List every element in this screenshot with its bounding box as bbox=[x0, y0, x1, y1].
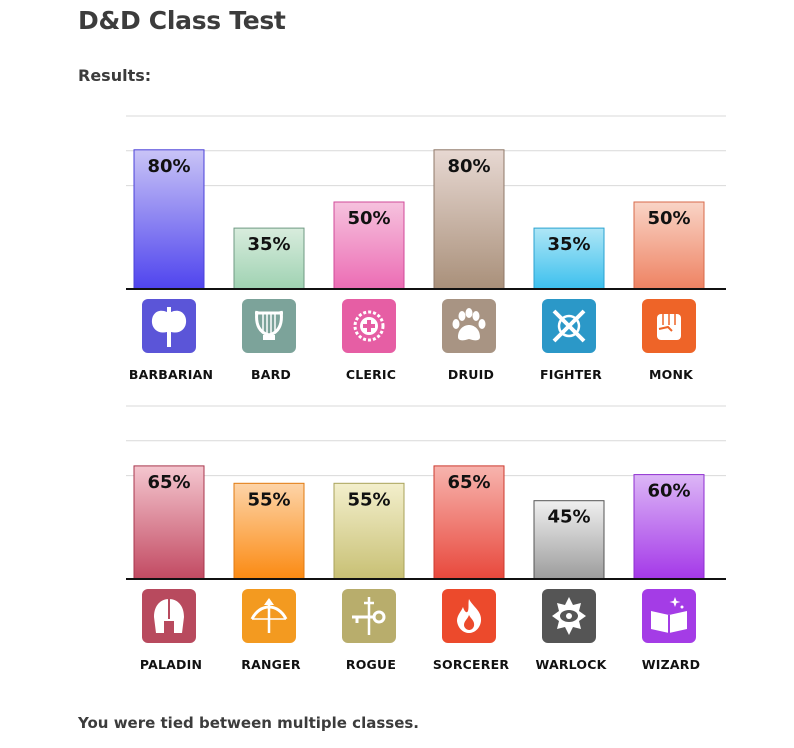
paw-print-icon bbox=[442, 299, 496, 353]
bar-druid bbox=[433, 149, 505, 290]
data-label: 60% bbox=[647, 481, 690, 502]
spellbook-icon bbox=[642, 589, 696, 643]
bow-arrow-icon bbox=[242, 589, 296, 643]
dagger-key-icon bbox=[342, 589, 396, 643]
data-label: 45% bbox=[547, 507, 590, 528]
data-label: 80% bbox=[147, 156, 190, 177]
battle-axe-icon bbox=[142, 299, 196, 353]
data-label: 50% bbox=[647, 208, 690, 229]
holy-symbol-icon bbox=[342, 299, 396, 353]
crossed-swords-icon bbox=[542, 299, 596, 353]
tick-label: SORCERER bbox=[432, 657, 510, 672]
tick-label: MONK bbox=[648, 367, 693, 382]
bar-bard bbox=[233, 227, 305, 290]
tick-label: PALADIN bbox=[139, 657, 203, 672]
bar-barbarian bbox=[133, 149, 205, 290]
results-chart-2: 65% 55% 55% 65% 45% 60% PALADIN RANGER ROGUE SORC… bbox=[126, 405, 726, 675]
page-title: D&D Class Test bbox=[78, 6, 286, 35]
data-label: 35% bbox=[247, 234, 290, 255]
lyre-icon bbox=[242, 299, 296, 353]
tick-label: FIGHTER bbox=[539, 367, 602, 382]
spartan-helmet-icon bbox=[142, 589, 196, 643]
tick-label: WIZARD bbox=[641, 657, 701, 672]
tick-label: BARD bbox=[250, 367, 291, 382]
results-heading: Results: bbox=[78, 66, 152, 85]
flame-icon bbox=[442, 589, 496, 643]
bar-cleric bbox=[333, 201, 405, 290]
result-summary: You were tied between multiple classes. bbox=[78, 714, 419, 732]
tick-label: WARLOCK bbox=[535, 657, 607, 672]
tick-label: RANGER bbox=[241, 657, 301, 672]
data-label: 65% bbox=[447, 472, 490, 493]
bar-ranger bbox=[233, 482, 305, 580]
bar-sorcerer bbox=[433, 465, 505, 580]
data-label: 50% bbox=[347, 208, 390, 229]
data-label: 55% bbox=[247, 489, 290, 510]
tick-label: DRUID bbox=[447, 367, 495, 382]
data-label: 35% bbox=[547, 234, 590, 255]
eye-sigil-icon bbox=[542, 589, 596, 643]
tick-label: CLERIC bbox=[345, 367, 397, 382]
results-chart-1: 80% 35% 50% 80% 35% 50% BARBARIAN BARD CLERIC DRU… bbox=[126, 115, 726, 385]
bar-plot: 80% 35% 50% 80% 35% 50% bbox=[126, 115, 726, 290]
bar-rogue bbox=[333, 482, 405, 580]
data-label: 80% bbox=[447, 156, 490, 177]
bar-warlock bbox=[533, 500, 605, 580]
fist-icon bbox=[642, 299, 696, 353]
data-label: 65% bbox=[147, 472, 190, 493]
tick-label: ROGUE bbox=[345, 657, 397, 672]
bar-paladin bbox=[133, 465, 205, 580]
data-label: 55% bbox=[347, 489, 390, 510]
bar-plot: 65% 55% 55% 65% 45% 60% bbox=[126, 405, 726, 580]
tick-label: BARBARIAN bbox=[128, 367, 214, 382]
